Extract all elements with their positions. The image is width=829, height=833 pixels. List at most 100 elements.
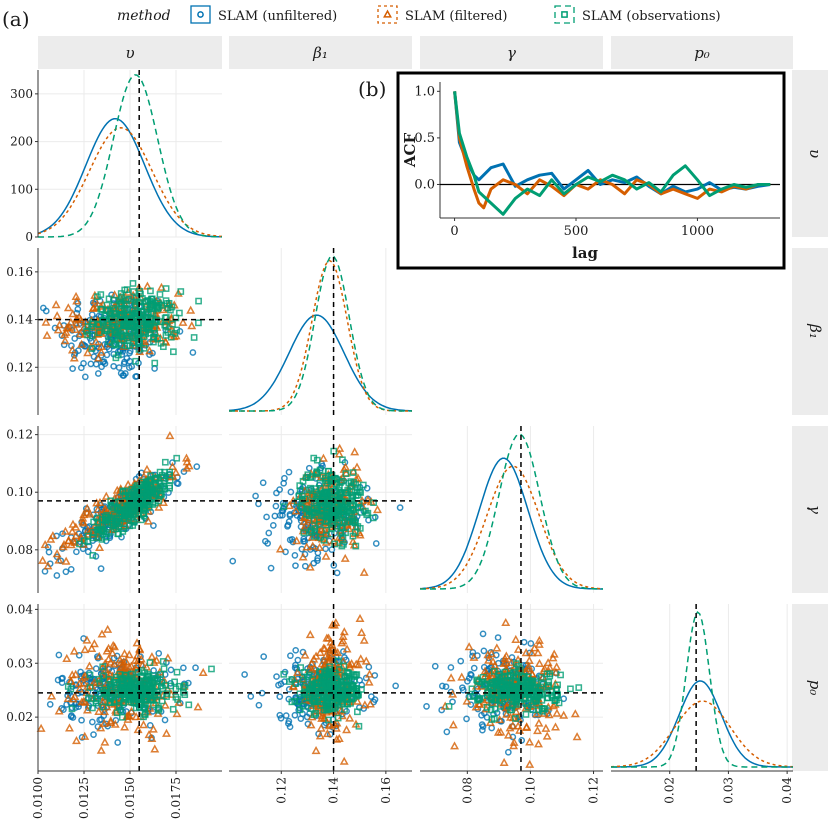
- point-triangle: [359, 635, 369, 644]
- point-circle: [260, 653, 268, 660]
- y-tick-label: 0.12: [6, 428, 33, 442]
- point-square: [354, 708, 361, 716]
- point-square: [322, 490, 329, 497]
- point-square: [166, 484, 173, 492]
- point-square: [112, 329, 120, 336]
- point-square: [171, 678, 178, 686]
- point-square: [315, 668, 323, 676]
- point-square: [334, 657, 342, 665]
- point-square: [470, 693, 478, 700]
- point-square: [161, 314, 169, 322]
- point-circle: [67, 565, 75, 573]
- point-triangle: [54, 555, 64, 564]
- point-square: [342, 513, 350, 521]
- point-circle: [470, 664, 478, 672]
- point-triangle: [331, 723, 341, 732]
- point-circle: [126, 349, 133, 357]
- point-circle: [62, 568, 70, 576]
- point-square: [151, 359, 159, 367]
- point-triangle: [291, 506, 301, 515]
- point-square: [152, 481, 160, 489]
- point-triangle: [324, 721, 334, 730]
- point-triangle: [307, 659, 317, 668]
- panel-3-2: [420, 604, 603, 771]
- y-tick-label: 0.14: [6, 313, 33, 327]
- point-square: [545, 678, 553, 686]
- point-square: [169, 320, 176, 328]
- point-square: [119, 713, 126, 721]
- point-square: [346, 509, 354, 517]
- point-triangle: [360, 700, 370, 709]
- point-square: [351, 673, 358, 680]
- point-square: [102, 691, 110, 698]
- point-square: [342, 489, 350, 497]
- point-square: [162, 322, 170, 330]
- point-triangle: [60, 336, 70, 345]
- point-circle: [69, 365, 76, 372]
- point-square: [133, 294, 140, 302]
- point-square: [324, 705, 332, 712]
- point-circle: [78, 733, 86, 741]
- strip-right-bg: [792, 426, 828, 593]
- point-circle: [53, 572, 61, 579]
- point-square: [321, 474, 329, 482]
- point-triangle: [134, 282, 144, 292]
- density-curve: [38, 74, 222, 238]
- point-circle: [73, 548, 80, 556]
- point-square: [561, 11, 568, 18]
- x-tick-label: 0.14: [327, 777, 341, 804]
- point-triangle: [119, 659, 129, 668]
- point-circle: [45, 548, 53, 556]
- point-triangle: [361, 656, 371, 665]
- point-square: [116, 520, 124, 527]
- point-square: [338, 542, 346, 550]
- acf-series-line: [453, 91, 771, 216]
- point-square: [166, 476, 174, 484]
- point-circle: [291, 552, 299, 559]
- point-square: [537, 674, 545, 681]
- point-circle: [300, 535, 307, 543]
- point-square: [541, 705, 549, 712]
- point-square: [95, 675, 103, 683]
- point-square: [348, 693, 356, 701]
- point-square: [507, 694, 515, 702]
- point-square: [158, 697, 166, 705]
- point-triangle: [74, 679, 84, 688]
- point-square: [146, 659, 154, 667]
- panel-0-0: [37, 70, 223, 238]
- point-square: [513, 660, 520, 667]
- point-triangle: [171, 467, 181, 476]
- point-triangle: [317, 711, 327, 720]
- point-square: [331, 540, 339, 548]
- point-square: [129, 339, 137, 347]
- point-square: [345, 676, 353, 684]
- point-square: [503, 676, 511, 684]
- point-triangle: [72, 736, 81, 745]
- point-square: [160, 343, 167, 351]
- point-triangle: [145, 346, 155, 355]
- point-circle: [438, 706, 446, 714]
- point-triangle: [298, 552, 308, 561]
- acf-series-line: [453, 91, 771, 196]
- point-triangle: [70, 324, 80, 334]
- point-circle: [449, 698, 456, 706]
- point-circle: [80, 359, 87, 367]
- point-circle: [479, 630, 487, 638]
- point-square: [128, 485, 136, 493]
- point-square: [128, 670, 135, 678]
- point-square: [325, 675, 333, 683]
- point-square: [89, 552, 97, 559]
- point-square: [299, 702, 307, 710]
- point-square: [575, 684, 583, 691]
- point-circle: [71, 335, 79, 342]
- point-square: [173, 454, 181, 462]
- point-square: [98, 536, 106, 543]
- point-square: [526, 677, 534, 685]
- point-triangle: [79, 672, 89, 681]
- point-square: [92, 697, 100, 705]
- acf-y-tick-label: 1.0: [414, 84, 435, 99]
- acf-x-tick-label: 0: [450, 224, 458, 239]
- point-square: [93, 514, 101, 522]
- x-tick-label: 0.16: [379, 777, 393, 804]
- point-triangle: [72, 296, 82, 305]
